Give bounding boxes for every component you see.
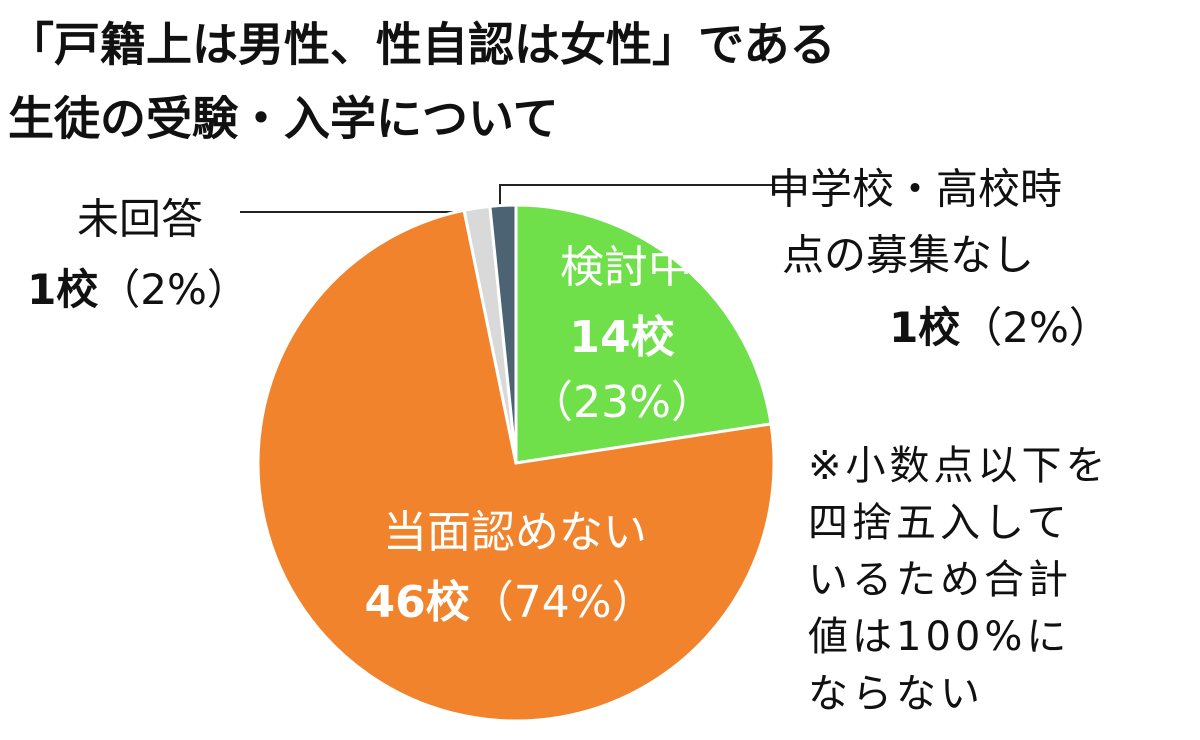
note-line: 値は100%に (808, 614, 1070, 660)
value-label: 14校 (569, 312, 674, 363)
percentage-label: （23%） (529, 377, 715, 428)
chart-title: 生徒の受験・入学について (8, 92, 559, 146)
chart-title: 「戸籍上は男性、性自認は女性」である (8, 18, 836, 72)
value-label-group: 1校（2%） (889, 303, 1111, 352)
pie-slice (488, 203, 518, 464)
note-line: いるため合計 (808, 557, 1072, 603)
slice-label: 当面認めない (383, 507, 647, 558)
value-label: 46校 (364, 577, 469, 628)
note-line: 四捨五入して (808, 500, 1071, 546)
slice-label: 中学校・高校時 (768, 165, 1062, 214)
percentage-label: （2%） (98, 265, 249, 314)
value-label: 1校 (27, 265, 98, 314)
note-line: ※小数点以下を (808, 443, 1110, 489)
slice-label: 点の募集なし (782, 231, 1034, 280)
pie-slice (514, 203, 773, 465)
value-label-group: 1校（2%） (27, 265, 249, 314)
pie-slice (256, 208, 776, 723)
value-label: 1校 (889, 303, 960, 352)
slice-label: 未回答 (77, 195, 203, 244)
note-line: ならない (808, 671, 984, 717)
percentage-label: （2%） (960, 303, 1111, 352)
percentage-label: （74%） (470, 577, 656, 628)
slice-label: 検討中 (560, 242, 692, 293)
value-label-group: 46校（74%） (364, 577, 655, 628)
